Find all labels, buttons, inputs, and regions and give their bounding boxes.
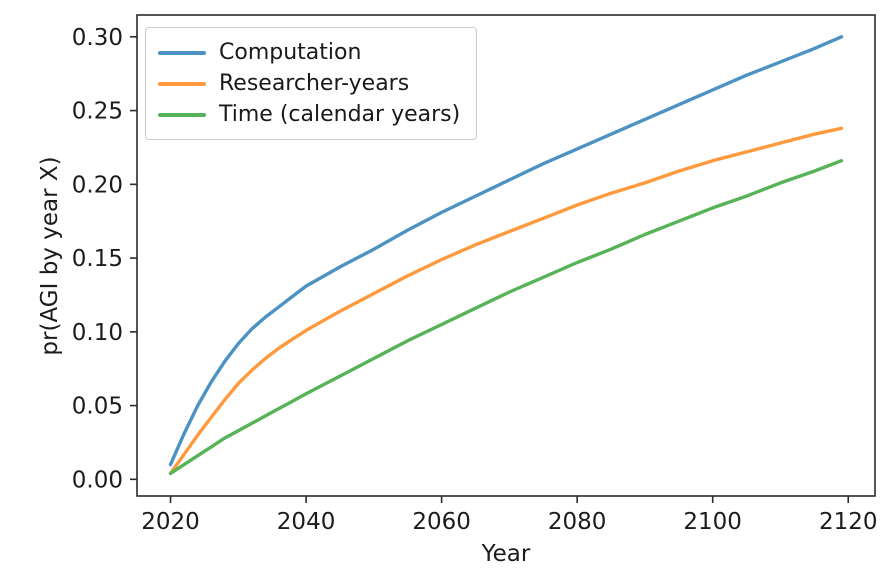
x-tick-label: 2100	[683, 509, 742, 535]
legend-row: Time (calendar years)	[158, 99, 460, 130]
y-tick-label: 0.00	[72, 467, 123, 493]
y-tick-label: 0.20	[72, 172, 123, 198]
legend-label: Time (calendar years)	[219, 102, 461, 127]
y-tick-label: 0.25	[72, 99, 123, 125]
x-tick-label: 2080	[548, 509, 607, 535]
series-line-time-calendar-years	[168, 158, 844, 476]
y-axis-ticks: 0.00 0.05 0.10 0.15 0.20 0.25 0.30	[72, 25, 137, 493]
axes-frame	[136, 14, 876, 497]
legend-label: Researcher-years	[219, 71, 410, 96]
series-line-computation	[168, 35, 844, 467]
x-axis-ticks: 2020 2040 2060 2080 2100 2120	[141, 496, 878, 535]
legend-row: Researcher-years	[158, 68, 460, 99]
x-tick-label: 2120	[819, 509, 878, 535]
y-tick-label: 0.05	[72, 394, 123, 420]
legend-row: Computation	[158, 37, 460, 68]
x-axis-label: Year	[481, 541, 531, 567]
legend-line-sample-time-calendar-years	[158, 112, 206, 117]
legend-label: Computation	[219, 40, 362, 65]
series-line-researcher-years	[168, 126, 844, 476]
x-tick-label: 2040	[277, 509, 336, 535]
x-tick-label: 2020	[141, 509, 200, 535]
y-tick-label: 0.10	[72, 320, 123, 346]
x-tick-label: 2060	[412, 509, 471, 535]
legend-line-sample-researcher-years	[158, 81, 206, 86]
y-axis-label: pr(AGI by year X)	[37, 156, 63, 356]
y-tick-label: 0.15	[72, 246, 123, 272]
legend: Computation Researcher-years Time (calen…	[145, 27, 478, 140]
legend-line-sample-computation	[158, 50, 206, 55]
y-tick-label: 0.30	[72, 25, 123, 51]
